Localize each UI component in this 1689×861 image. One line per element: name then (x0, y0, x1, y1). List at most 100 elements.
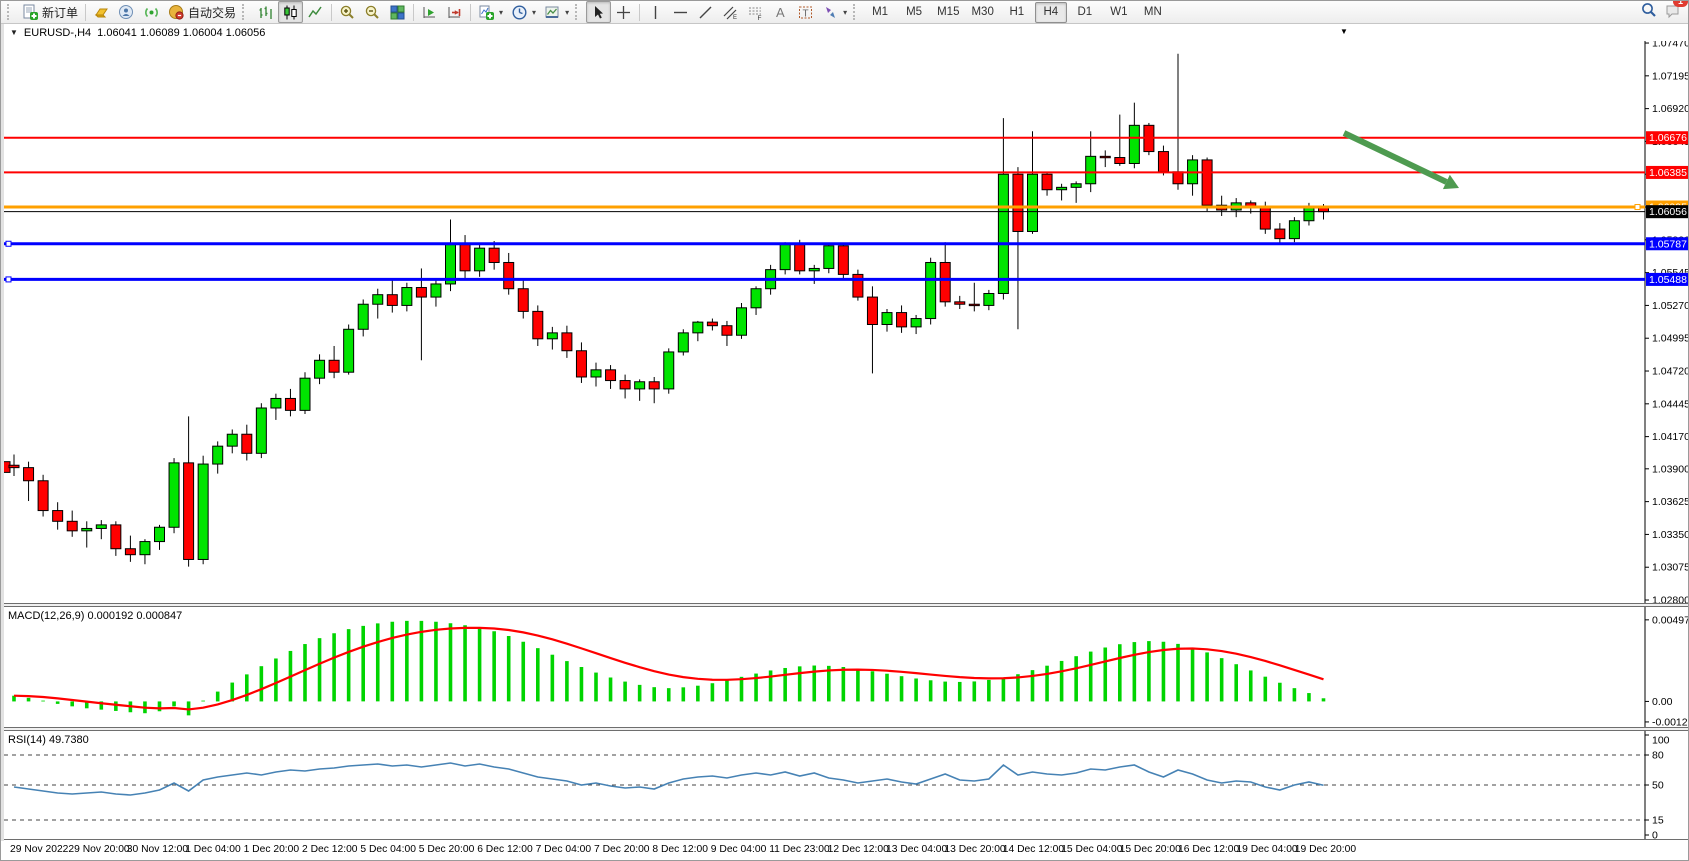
level-price-label (1646, 205, 1688, 219)
time-axis[interactable]: 29 Nov 2022 29 Nov 20:00 30 Nov 12:00 1 Dec… (4, 839, 1688, 860)
toolbar-grip[interactable] (242, 4, 250, 20)
time-axis-label: 29 Nov 2022 (10, 844, 69, 855)
trendline-icon (697, 4, 714, 21)
text-label-button[interactable]: T (793, 1, 818, 23)
svg-text:1.03075: 1.03075 (1652, 562, 1689, 574)
tile-windows-button[interactable] (385, 1, 410, 23)
svg-text:T: T (803, 8, 809, 19)
horizontal-line-icon (672, 4, 689, 21)
horizontal-line-button[interactable] (668, 1, 693, 23)
indicators-button[interactable]: ▾ (474, 1, 507, 23)
svg-text:1.06056: 1.06056 (1649, 206, 1687, 218)
market-button[interactable] (89, 1, 114, 23)
chart-shift-button[interactable] (442, 1, 467, 23)
signals-button[interactable] (139, 1, 164, 23)
bar-chart-button[interactable] (253, 1, 278, 23)
auto-scroll-icon (421, 4, 438, 21)
toolbar-grip[interactable] (575, 4, 583, 20)
svg-text:50: 50 (1652, 780, 1664, 792)
auto-scroll-button[interactable] (417, 1, 442, 23)
timeframe-button-MN[interactable]: MN (1143, 6, 1162, 18)
price-chart-pane[interactable]: 1.074701.071951.069201.066451.063701.060… (4, 41, 1689, 603)
level-handle (1634, 204, 1641, 211)
templates-button[interactable]: ▾ (540, 1, 573, 23)
cursor-button[interactable] (586, 1, 612, 23)
pane-splitter[interactable] (4, 603, 1688, 607)
time-axis-label: 6 Dec 12:00 (477, 844, 533, 855)
fibonacci-icon: F (747, 4, 764, 21)
signals-icon (143, 4, 160, 21)
level-price-label (1646, 165, 1688, 179)
dropdown-caret-icon: ▾ (532, 7, 537, 17)
svg-text:1.06676: 1.06676 (1649, 132, 1687, 144)
zoom-in-button[interactable] (335, 1, 360, 23)
timeframe-button-M5[interactable]: M5 (906, 6, 923, 18)
toolbar-separator (470, 3, 472, 21)
fibonacci-button[interactable]: F (743, 1, 768, 23)
new-order-icon (22, 4, 39, 21)
auto-trading-icon (168, 4, 185, 21)
zoom-out-button[interactable] (360, 1, 385, 23)
svg-text:1.07470: 1.07470 (1652, 41, 1689, 50)
arrows-button[interactable]: ▾ (818, 1, 851, 23)
timeframe-button-W1[interactable]: W1 (1110, 6, 1128, 18)
macd-signal-line (13, 626, 1324, 711)
chart-title-row: ▼ EURUSD-,H4 1.06041 1.06089 1.06004 1.0… (4, 24, 1688, 42)
pane-splitter[interactable] (4, 727, 1688, 731)
time-axis-label: 7 Dec 20:00 (594, 844, 650, 855)
candlestick-chart-button[interactable] (278, 1, 304, 23)
search-icon[interactable] (1640, 1, 1658, 24)
timeframe-button-H1[interactable]: H1 (1009, 6, 1025, 18)
macd-pane[interactable]: 0.004976 0.00 -0.001251 MACD(12,26,9) 0.000… (4, 607, 1689, 727)
chart-shift-icon (446, 4, 463, 21)
dropdown-caret-icon: ▾ (565, 7, 570, 17)
level-price-label (1646, 131, 1688, 145)
text-button[interactable]: A (768, 1, 793, 23)
svg-text:80: 80 (1652, 750, 1664, 762)
time-axis-label: 7 Dec 04:00 (535, 844, 592, 855)
svg-text:0: 0 (1652, 830, 1658, 840)
text-icon: A (772, 4, 789, 21)
toolbar-grip[interactable] (7, 4, 15, 20)
rsi-label: RSI(14) 49.7380 (8, 734, 89, 746)
timeframe-button-D1[interactable]: D1 (1077, 6, 1093, 18)
zoom-out-icon (364, 4, 381, 21)
periods-icon (511, 4, 528, 21)
time-axis-label: 2 Dec 12:00 (302, 844, 358, 855)
svg-text:-0.001251: -0.001251 (1652, 716, 1689, 727)
timeframe-button-H4[interactable]: H4 (1034, 1, 1067, 23)
gold-bar-icon (93, 4, 110, 21)
time-axis-label: 16 Dec 12:00 (1178, 844, 1240, 855)
crosshair-button[interactable] (611, 1, 636, 23)
text-label-icon: T (797, 4, 814, 21)
time-axis-label: 9 Dec 04:00 (710, 844, 767, 855)
trend-arrow-annotation[interactable] (1342, 130, 1459, 190)
trendline-button[interactable] (693, 1, 718, 23)
timeframe-button-M1[interactable]: M1 (872, 6, 889, 18)
line-chart-button[interactable] (303, 1, 328, 23)
collapse-arrow-icon[interactable]: ▼ (10, 28, 18, 37)
bar-chart-icon (257, 4, 274, 21)
notifications-button[interactable]: 1 (1664, 1, 1688, 24)
svg-text:1.04720: 1.04720 (1652, 366, 1689, 378)
new-order-button[interactable]: 新订单 (18, 1, 82, 23)
time-axis-label: 15 Dec 20:00 (1119, 844, 1181, 855)
svg-text:1.06920: 1.06920 (1652, 103, 1689, 115)
scroll-position-marker[interactable]: ▼ (1340, 27, 1348, 36)
toolbar-grip[interactable] (853, 4, 861, 20)
chart-ohlc-readout: 1.06041 1.06089 1.06004 1.06056 (97, 26, 266, 39)
toolbar-separator (413, 3, 415, 21)
periods-button[interactable]: ▾ (507, 1, 540, 23)
vertical-line-button[interactable] (643, 1, 668, 23)
timeframe-button-M15[interactable]: M15 (937, 6, 960, 18)
time-axis-label: 14 Dec 12:00 (1002, 844, 1065, 855)
svg-text:1.05270: 1.05270 (1652, 300, 1689, 312)
timeframe-button-M30[interactable]: M30 (971, 6, 994, 18)
time-axis-label: 15 Dec 04:00 (1061, 844, 1123, 855)
community-button[interactable] (114, 1, 139, 23)
time-axis-label: 19 Dec 20:00 (1294, 844, 1357, 855)
equidistant-channel-button[interactable]: E (718, 1, 743, 23)
auto-trading-button[interactable]: 自动交易 (164, 1, 240, 23)
rsi-pane[interactable]: 100 80 50 15 0 RSI(14) 49.7380 (4, 731, 1688, 840)
time-axis-label: 11 Dec 23:00 (769, 844, 830, 855)
